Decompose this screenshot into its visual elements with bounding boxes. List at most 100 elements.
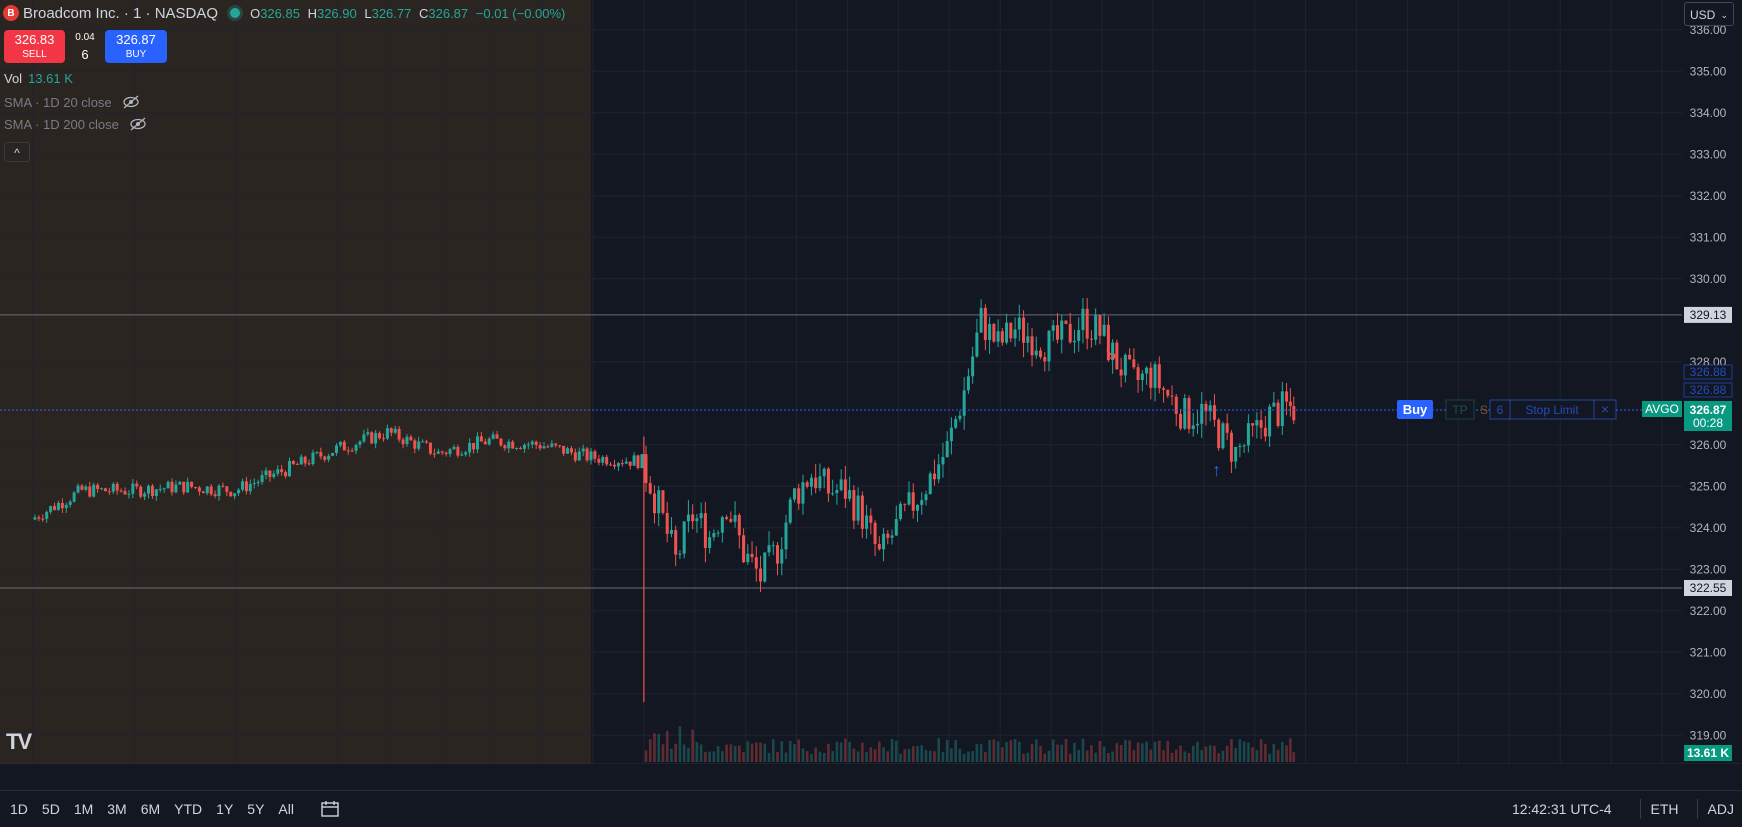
range-5y[interactable]: 5Y bbox=[247, 801, 265, 817]
candle-body bbox=[573, 452, 577, 461]
volume-indicator[interactable]: Vol 13.61 K bbox=[4, 71, 73, 86]
volume-bar bbox=[721, 751, 724, 762]
volume-bar bbox=[814, 747, 817, 762]
candle-body bbox=[962, 390, 966, 416]
sell-price: 326.83 bbox=[14, 32, 55, 47]
volume-bar bbox=[1242, 741, 1246, 762]
sma20-indicator[interactable]: SMA · 1D 20 close bbox=[4, 93, 142, 111]
candle-body bbox=[945, 441, 949, 458]
candle-body bbox=[640, 454, 644, 469]
candle-body bbox=[432, 453, 436, 455]
volume-bar bbox=[1018, 741, 1021, 762]
collapse-indicators-button[interactable]: ^ bbox=[4, 142, 30, 162]
symbol-title[interactable]: Broadcom Inc. · 1 · NASDAQ bbox=[23, 4, 219, 22]
volume-bar bbox=[1111, 751, 1114, 762]
candle-body bbox=[1102, 324, 1106, 336]
candle-body bbox=[780, 549, 784, 564]
range-1y[interactable]: 1Y bbox=[216, 801, 234, 817]
candle-body bbox=[385, 428, 389, 439]
calendar-goto-icon[interactable] bbox=[320, 800, 340, 818]
candle-body bbox=[1162, 388, 1166, 390]
candle-body bbox=[562, 445, 566, 454]
volume-bar bbox=[788, 740, 792, 762]
volume-bar bbox=[1081, 738, 1085, 762]
range-3m[interactable]: 3M bbox=[107, 801, 127, 817]
candle-body bbox=[362, 434, 366, 442]
candle-body bbox=[648, 483, 652, 494]
volume-badge-label: 13.61 K bbox=[1687, 746, 1729, 760]
candle-body bbox=[123, 491, 127, 495]
clock-time[interactable]: 12:42:31 UTC-4 bbox=[1511, 801, 1612, 817]
candle-body bbox=[716, 532, 720, 534]
range-5d[interactable]: 5D bbox=[41, 801, 60, 817]
range-ytd[interactable]: YTD bbox=[174, 801, 203, 817]
volume-bar bbox=[967, 751, 970, 762]
candle-body bbox=[334, 445, 338, 454]
tradingview-logo[interactable]: TV bbox=[6, 729, 32, 754]
candle-body bbox=[1246, 423, 1250, 446]
volume-bar bbox=[1187, 753, 1191, 762]
order-sl-label[interactable]: S bbox=[1480, 403, 1488, 417]
adjust-toggle[interactable]: ADJ bbox=[1707, 801, 1734, 817]
range-1m[interactable]: 1M bbox=[73, 801, 94, 817]
candle-body bbox=[708, 537, 712, 548]
candle-body bbox=[378, 432, 382, 439]
price-tick: 334.00 bbox=[1690, 106, 1727, 120]
candle-body bbox=[68, 501, 72, 505]
volume-bar bbox=[984, 752, 987, 762]
candle-body bbox=[831, 493, 835, 495]
candle-body bbox=[1288, 401, 1292, 407]
order-box[interactable] bbox=[1489, 399, 1617, 420]
sma200-indicator[interactable]: SMA · 1D 200 close bbox=[4, 115, 149, 133]
candle-body bbox=[620, 463, 624, 465]
volume-bar bbox=[1259, 739, 1263, 762]
buy-arrow-icon: ↑ bbox=[1212, 460, 1221, 480]
order-close-icon[interactable]: × bbox=[1601, 401, 1609, 417]
low-value: 326.77 bbox=[371, 5, 412, 21]
order-line[interactable]: Buy TP S 6 Stop Limit × bbox=[1397, 399, 1617, 420]
price-tick: 320.00 bbox=[1690, 687, 1727, 701]
volume-bar bbox=[1001, 747, 1004, 762]
candle-body bbox=[495, 434, 499, 439]
candle-body bbox=[197, 487, 201, 492]
candle-body bbox=[546, 446, 550, 448]
candle-body bbox=[287, 460, 291, 477]
volume-bar bbox=[835, 741, 839, 762]
currency-select[interactable]: USD ⌄ bbox=[1684, 2, 1734, 26]
open-value: 326.85 bbox=[260, 5, 300, 21]
range-all[interactable]: All bbox=[278, 801, 294, 817]
volume-bar bbox=[865, 751, 868, 762]
candle-body bbox=[213, 494, 217, 496]
hidden-eye-icon[interactable] bbox=[127, 115, 149, 133]
candle-body bbox=[1212, 405, 1216, 420]
volume-bar bbox=[1094, 752, 1097, 762]
volume-bar bbox=[729, 744, 733, 762]
candle-body bbox=[1255, 420, 1259, 426]
price-axis[interactable]: 336.00 335.00 334.00 333.00 332.00 331.00 330.… bbox=[1684, 23, 1732, 743]
volume-bar bbox=[771, 739, 775, 762]
candle-body bbox=[346, 450, 350, 452]
spread-quantity[interactable]: 0.04 6 bbox=[65, 31, 105, 62]
candle-body bbox=[1149, 367, 1153, 388]
candle-body bbox=[209, 486, 213, 495]
hidden-eye-icon[interactable] bbox=[120, 93, 142, 111]
candle-body bbox=[194, 487, 198, 489]
candle-body bbox=[674, 530, 678, 555]
range-6m[interactable]: 6M bbox=[140, 801, 161, 817]
order-buy-badge[interactable] bbox=[1397, 400, 1433, 419]
vol-value: 13.61 K bbox=[28, 71, 73, 86]
order-tp-button[interactable] bbox=[1445, 399, 1475, 420]
session-toggle[interactable]: ETH bbox=[1650, 801, 1679, 817]
candle-body bbox=[158, 488, 162, 490]
range-1d[interactable]: 1D bbox=[10, 801, 28, 817]
buy-button[interactable]: 326.87 BUY bbox=[105, 30, 167, 63]
range-buttons: 1D 5D 1M 3M 6M YTD 1Y 5Y All bbox=[0, 801, 298, 817]
order-price-tag-a bbox=[1683, 364, 1733, 380]
candle-body bbox=[839, 479, 843, 491]
candle-body bbox=[1292, 406, 1296, 421]
volume-bar bbox=[831, 751, 834, 762]
order-price-b: 326.88 bbox=[1690, 383, 1727, 397]
volume-bar bbox=[852, 748, 856, 762]
sell-button[interactable]: 326.83 SELL bbox=[4, 30, 65, 63]
price-chart[interactable]: ↘ ↑ Buy TP S 6 Stop Limit × 336.00 335.00… bbox=[0, 0, 1742, 764]
